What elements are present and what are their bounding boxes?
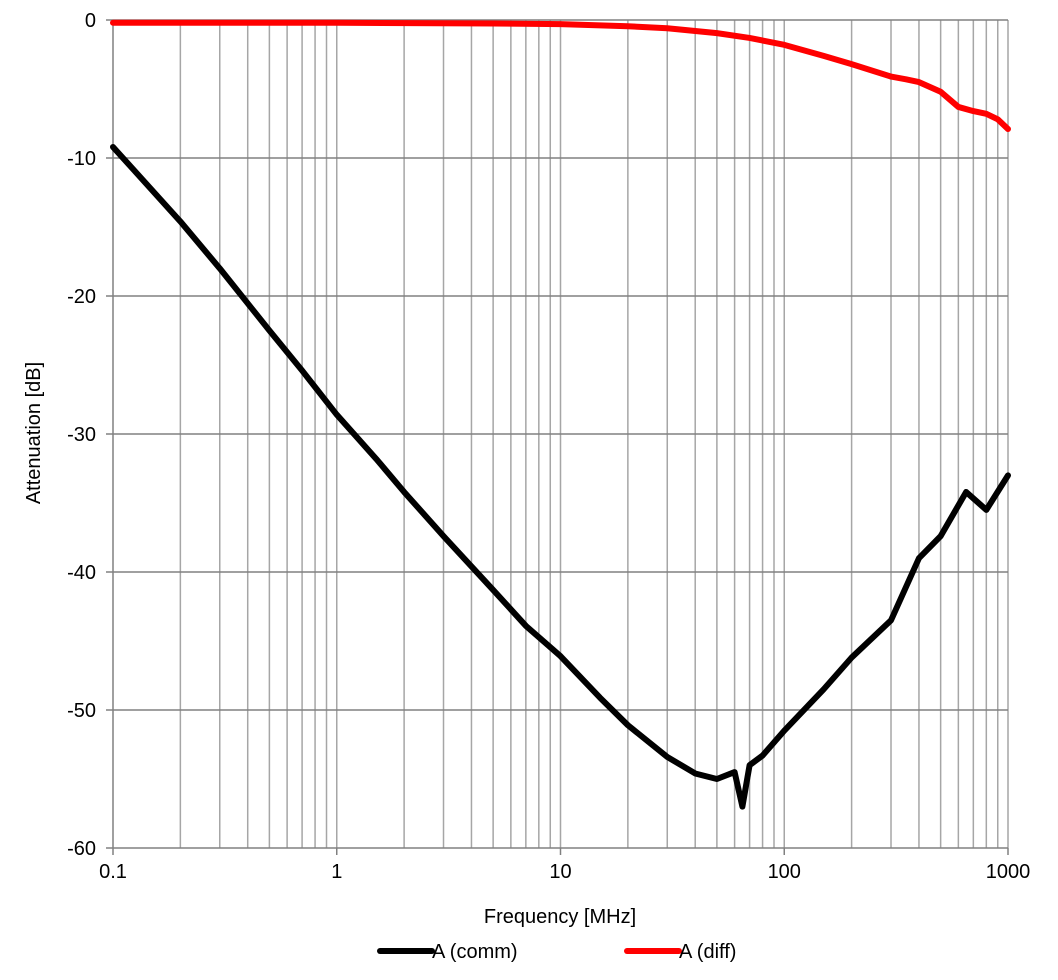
- x-tick-label: 100: [768, 861, 801, 883]
- legend-label: A (comm): [432, 941, 518, 963]
- y-tick-label: -10: [67, 148, 96, 170]
- series-line-comm: [110, 143, 1011, 810]
- legend: A (comm) A (diff): [377, 941, 736, 963]
- x-tick-label: 1000: [986, 861, 1031, 883]
- y-tick-label: -20: [67, 286, 96, 308]
- y-axis-title: Attenuation [dB]: [23, 362, 45, 504]
- y-tick-label: -30: [67, 424, 96, 446]
- x-tick-label: 10: [549, 861, 571, 883]
- y-tick-label: -40: [67, 562, 96, 584]
- axes-layer: [106, 19, 1009, 855]
- x-tick-label: 1: [331, 861, 342, 883]
- y-tick-label: -60: [67, 838, 96, 860]
- x-tick-label: 0.1: [99, 861, 127, 883]
- legend-label: A (diff): [679, 941, 736, 963]
- series-line-diff: [110, 19, 1011, 133]
- y-tick-label: -50: [67, 700, 96, 722]
- labels-layer: 0 -10 -20 -30 -40 -50 -600.1 1 10 100 1000: [67, 10, 1030, 883]
- series-layer: [110, 19, 1011, 810]
- grid-layer: [113, 19, 1009, 848]
- x-axis-title: Frequency [MHz]: [484, 906, 636, 928]
- y-tick-label: 0: [85, 10, 96, 32]
